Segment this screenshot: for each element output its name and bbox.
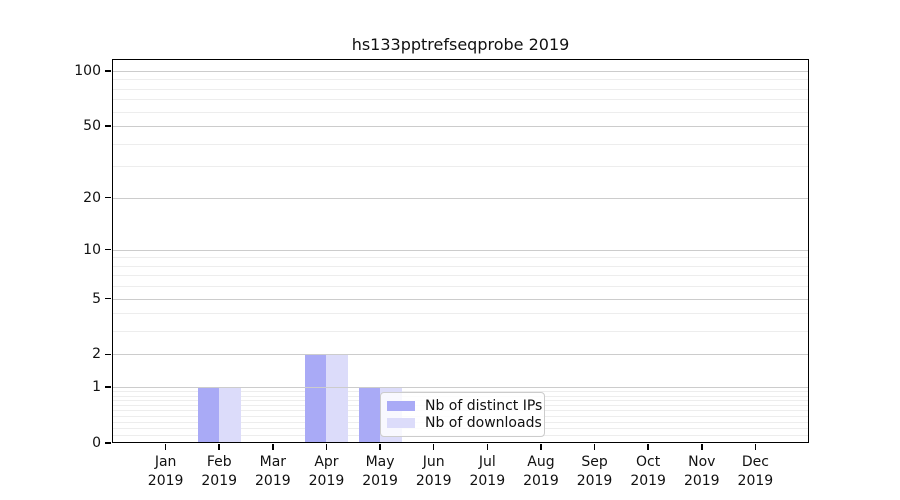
x-tick-label: Nov 2019 [683, 454, 720, 489]
gridline-minor [112, 257, 809, 259]
x-axis-tick [164, 443, 167, 450]
y-tick-label: 0 [92, 435, 101, 451]
x-tick-label: Sep 2019 [576, 454, 613, 489]
gridline-major [112, 354, 809, 356]
x-axis-tick [272, 443, 274, 450]
x-axis-tick [701, 443, 703, 450]
y-axis-tick [105, 70, 111, 72]
x-axis-tick [218, 443, 220, 450]
legend-swatch-distinct-ips [387, 401, 415, 411]
x-axis-tick [486, 443, 489, 450]
x-axis-tick [754, 443, 757, 450]
bar-apr-downloads [326, 354, 348, 443]
x-tick-label: May 2019 [362, 454, 398, 489]
y-axis-tick [105, 196, 111, 199]
gridline-minor [112, 143, 809, 145]
y-tick-label: 1 [92, 379, 101, 396]
gridline-major [112, 387, 809, 389]
y-axis-tick [105, 386, 111, 388]
bar-feb-distinct-ips [197, 387, 220, 443]
x-tick-label: Jan 2019 [147, 454, 184, 489]
y-tick-label: 10 [83, 241, 101, 258]
x-tick-label: Feb 2019 [201, 454, 238, 489]
gridline-minor [112, 99, 809, 101]
gridline-major [112, 298, 809, 300]
x-tick-label: Dec 2019 [737, 454, 774, 489]
gridline-major [112, 197, 809, 199]
gridline-minor [112, 331, 809, 333]
x-axis-tick [379, 443, 381, 450]
bar-may-distinct-ips [358, 387, 381, 443]
legend: Nb of distinct IPs Nb of downloads [380, 392, 545, 437]
y-tick-label: 20 [83, 189, 101, 206]
x-axis-tick [647, 443, 649, 450]
gridline-minor [112, 391, 809, 393]
gridline-minor [112, 166, 809, 168]
gridline-minor [112, 88, 809, 90]
gridline-minor [112, 265, 809, 267]
gridline-minor [112, 111, 809, 113]
x-axis-tick [593, 443, 596, 450]
y-axis-tick [105, 297, 111, 300]
legend-label-downloads: Nb of downloads [425, 414, 542, 431]
x-tick-label: Apr 2019 [308, 454, 345, 489]
x-axis-tick [325, 443, 328, 450]
gridline-major [112, 249, 809, 251]
plot-area [112, 59, 809, 443]
x-tick-label: Jun 2019 [415, 454, 452, 489]
y-tick-label: 2 [92, 346, 101, 363]
y-axis-tick [105, 248, 111, 251]
x-axis-tick [540, 443, 542, 450]
legend-label-distinct-ips: Nb of distinct IPs [425, 397, 543, 414]
gridline-minor [112, 286, 809, 288]
legend-swatch-downloads [387, 418, 415, 428]
y-axis-tick [105, 125, 111, 127]
y-tick-label: 100 [74, 62, 101, 79]
bar-apr-distinct-ips [305, 354, 327, 443]
y-axis-tick [105, 442, 111, 444]
y-axis-tick [105, 353, 111, 356]
bar-feb-downloads [219, 387, 241, 443]
y-tick-label: 5 [92, 290, 101, 307]
y-tick-label: 50 [83, 117, 101, 134]
gridline-minor [112, 313, 809, 315]
gridline-minor [112, 79, 809, 81]
chart-title: hs133pptrefseqprobe 2019 [351, 35, 570, 54]
x-tick-label: Aug 2019 [523, 454, 559, 489]
gridline-minor [112, 275, 809, 277]
legend-row-distinct-ips: Nb of distinct IPs [387, 398, 542, 415]
x-tick-label: Oct 2019 [630, 454, 666, 489]
gridline-major [112, 125, 809, 127]
x-tick-label: Mar 2019 [255, 454, 291, 489]
x-tick-label: Jul 2019 [469, 454, 506, 489]
gridline-major [112, 70, 809, 72]
x-axis-tick [432, 443, 435, 450]
legend-row-downloads: Nb of downloads [387, 415, 542, 432]
